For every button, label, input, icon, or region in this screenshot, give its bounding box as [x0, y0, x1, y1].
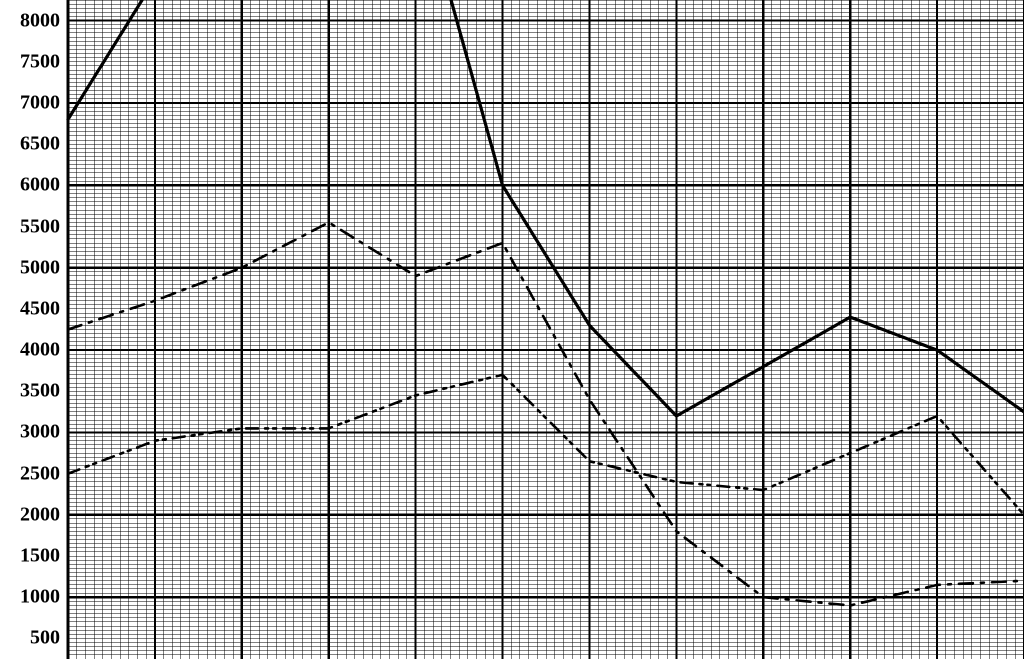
y-tick-label: 2000 [20, 503, 60, 526]
y-tick-label: 5500 [20, 215, 60, 238]
y-tick-label: 1000 [20, 586, 60, 609]
y-tick-label: 8000 [20, 9, 60, 32]
y-tick-label: 1500 [20, 545, 60, 568]
y-tick-label: 6000 [20, 174, 60, 197]
chart-canvas [0, 0, 1024, 659]
line-chart: 500 1000 1500 2000 2500 3000 3500 4000 4500 5000 5… [0, 0, 1024, 659]
y-tick-label: 500 [30, 627, 60, 650]
y-tick-label: 3000 [20, 421, 60, 444]
y-tick-label: 7500 [20, 50, 60, 73]
y-tick-label: 5000 [20, 256, 60, 279]
y-tick-label: 6500 [20, 133, 60, 156]
y-tick-label: 4500 [20, 297, 60, 320]
y-tick-label: 4000 [20, 339, 60, 362]
y-tick-label: 2500 [20, 462, 60, 485]
y-tick-label: 7000 [20, 91, 60, 114]
y-tick-label: 3500 [20, 380, 60, 403]
